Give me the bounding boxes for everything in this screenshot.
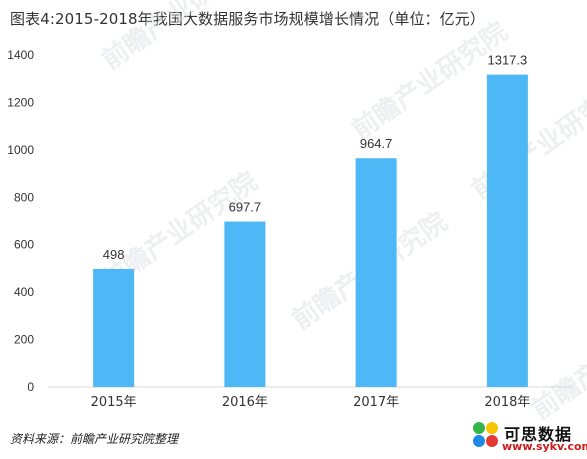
watermark-text: 前瞻产业研究院 <box>96 0 263 76</box>
bar <box>486 74 528 387</box>
bar <box>224 221 266 387</box>
logo-dot-red-icon <box>486 435 498 447</box>
logo-name: 可思数据 <box>504 425 573 444</box>
x-tick-label: 2016年 <box>222 395 268 410</box>
y-tick-label: 400 <box>14 285 34 299</box>
y-tick-label: 800 <box>14 190 34 204</box>
bar-value-label: 1317.3 <box>487 53 527 68</box>
bar-value-label: 498 <box>103 247 125 262</box>
logo-dot-blue-icon <box>473 435 485 447</box>
watermark-text: 前瞻产业研究院 <box>526 296 587 426</box>
y-tick-labels: 0 200 400 600 800 1000 1200 1400 <box>7 48 34 394</box>
logo-dot-green-icon <box>473 422 485 434</box>
x-tick-label: 2017年 <box>353 395 399 410</box>
sykv-logo: 可思数据 www.sykv.com <box>473 420 587 456</box>
y-tick-label: 0 <box>27 380 34 394</box>
bar <box>355 158 397 387</box>
x-tick-label: 2018年 <box>484 395 530 410</box>
source-note: 资料来源：前瞻产业研究院整理 <box>10 432 179 446</box>
y-tick-label: 1000 <box>7 143 34 157</box>
logo-dot-yellow-icon <box>486 422 498 434</box>
bar-value-label: 964.7 <box>360 136 393 151</box>
logo-url: www.sykv.com <box>502 440 587 453</box>
data-labels: 498 697.7 964.7 1317.3 <box>103 53 527 262</box>
y-tick-label: 200 <box>14 333 34 347</box>
bar-series <box>93 74 528 387</box>
chart-title: 图表4:2015-2018年我国大数据服务市场规模增长情况（单位：亿元） <box>10 10 485 28</box>
x-tick-label: 2015年 <box>91 395 137 410</box>
y-tick-label: 1200 <box>7 95 34 109</box>
x-tick-labels: 2015年 2016年 2017年 2018年 <box>91 395 531 410</box>
bar-value-label: 697.7 <box>229 200 262 215</box>
y-tick-label: 600 <box>14 238 34 252</box>
bar <box>93 268 135 387</box>
y-tick-label: 1400 <box>7 48 34 62</box>
